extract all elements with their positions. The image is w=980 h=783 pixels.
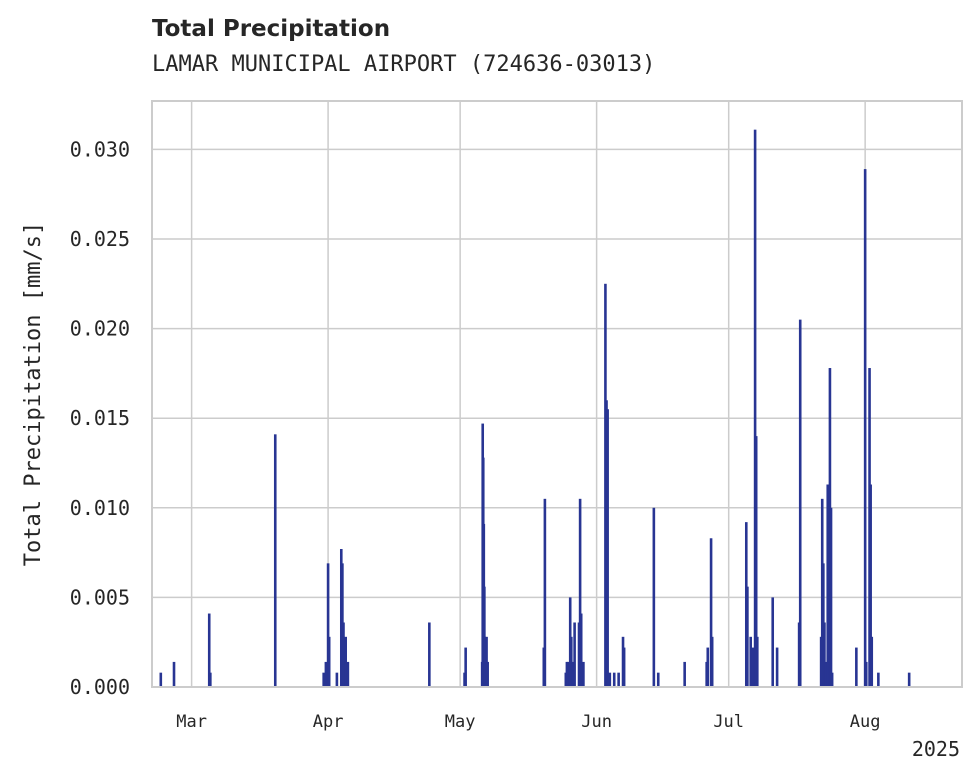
precip-bar — [571, 661, 574, 687]
precip-bar — [746, 586, 749, 687]
precip-bar — [829, 507, 833, 687]
precip-bar — [864, 661, 868, 687]
y-axis-label: Total Precipitation [mm/s] — [21, 222, 46, 566]
precip-bar — [566, 661, 570, 687]
precip-bar — [683, 661, 686, 687]
precip-bar — [582, 661, 585, 687]
precip-bar — [579, 613, 583, 687]
x-axis-ticks: Mar Apr May Jun Jul Aug — [176, 712, 880, 732]
x-tick-label: Mar — [176, 712, 207, 732]
precip-bar — [326, 563, 330, 687]
precip-bar — [754, 436, 758, 687]
precip-bar — [749, 636, 752, 687]
x-tick-label: May — [445, 712, 476, 732]
precip-bar — [483, 636, 487, 687]
precip-bar — [775, 647, 779, 687]
precip-bar — [907, 672, 911, 687]
x-tick-label: Jun — [581, 712, 612, 732]
precip-bar — [207, 613, 211, 687]
precip-bar — [159, 672, 163, 687]
precip-bar — [709, 538, 713, 687]
x-offset-label: 2025 — [912, 737, 960, 761]
precip-bar — [869, 484, 872, 687]
precip-bar — [486, 661, 489, 687]
precip-bar — [464, 647, 467, 687]
precip-bar — [706, 647, 710, 687]
precip-bar — [823, 622, 826, 687]
precip-bar — [344, 636, 347, 687]
precip-bar — [753, 129, 757, 688]
precip-bar — [209, 672, 212, 687]
precip-bar — [826, 484, 830, 687]
precip-bar — [877, 672, 880, 687]
chart-subtitle: LAMAR MUNICIPAL AIRPORT (724636-03013) — [152, 52, 656, 77]
x-tick-label: Apr — [313, 712, 344, 732]
precip-bar — [622, 647, 626, 687]
y-tick-label: 0.005 — [70, 585, 130, 609]
precip-bar — [327, 636, 331, 687]
precip-bar — [578, 498, 582, 687]
precip-bar — [335, 672, 339, 687]
chart-title: Total Precipitation — [152, 16, 391, 42]
precip-bar — [612, 672, 616, 687]
grid — [152, 101, 962, 688]
precip-bar — [608, 672, 612, 687]
plot-frame — [151, 100, 963, 688]
bars — [159, 129, 911, 688]
precip-bar — [824, 661, 827, 687]
precip-bar — [756, 636, 759, 687]
precip-bar — [855, 647, 858, 687]
y-tick-label: 0.010 — [70, 496, 130, 520]
precip-bar — [830, 672, 834, 687]
precip-bar — [656, 672, 660, 687]
x-tick-label: Aug — [850, 712, 881, 732]
precip-bar — [652, 507, 656, 687]
precip-bar — [606, 409, 609, 687]
precip-bar — [543, 498, 547, 687]
precip-bar — [863, 169, 867, 688]
precip-bar — [428, 622, 431, 687]
precip-bar — [346, 661, 350, 687]
precip-bar — [573, 622, 576, 687]
precip-bar — [324, 661, 328, 687]
precip-bar — [751, 647, 755, 687]
precip-bar — [798, 319, 802, 687]
precip-bar — [273, 434, 277, 687]
precip-bar — [870, 636, 874, 687]
precip-bar — [617, 672, 620, 687]
precip-bar — [322, 672, 325, 687]
precip-bar — [172, 661, 176, 687]
precip-bar — [342, 622, 345, 687]
precip-bar — [771, 597, 775, 687]
x-tick-label: Jul — [713, 712, 744, 732]
y-tick-label: 0.000 — [70, 675, 130, 699]
y-axis-ticks: 0.000 0.005 0.010 0.015 0.020 0.025 0.030 — [70, 137, 130, 699]
y-tick-label: 0.015 — [70, 406, 130, 430]
y-tick-label: 0.025 — [70, 227, 130, 251]
y-tick-label: 0.030 — [70, 137, 130, 161]
y-tick-label: 0.020 — [70, 317, 130, 341]
precip-bar — [710, 636, 714, 687]
